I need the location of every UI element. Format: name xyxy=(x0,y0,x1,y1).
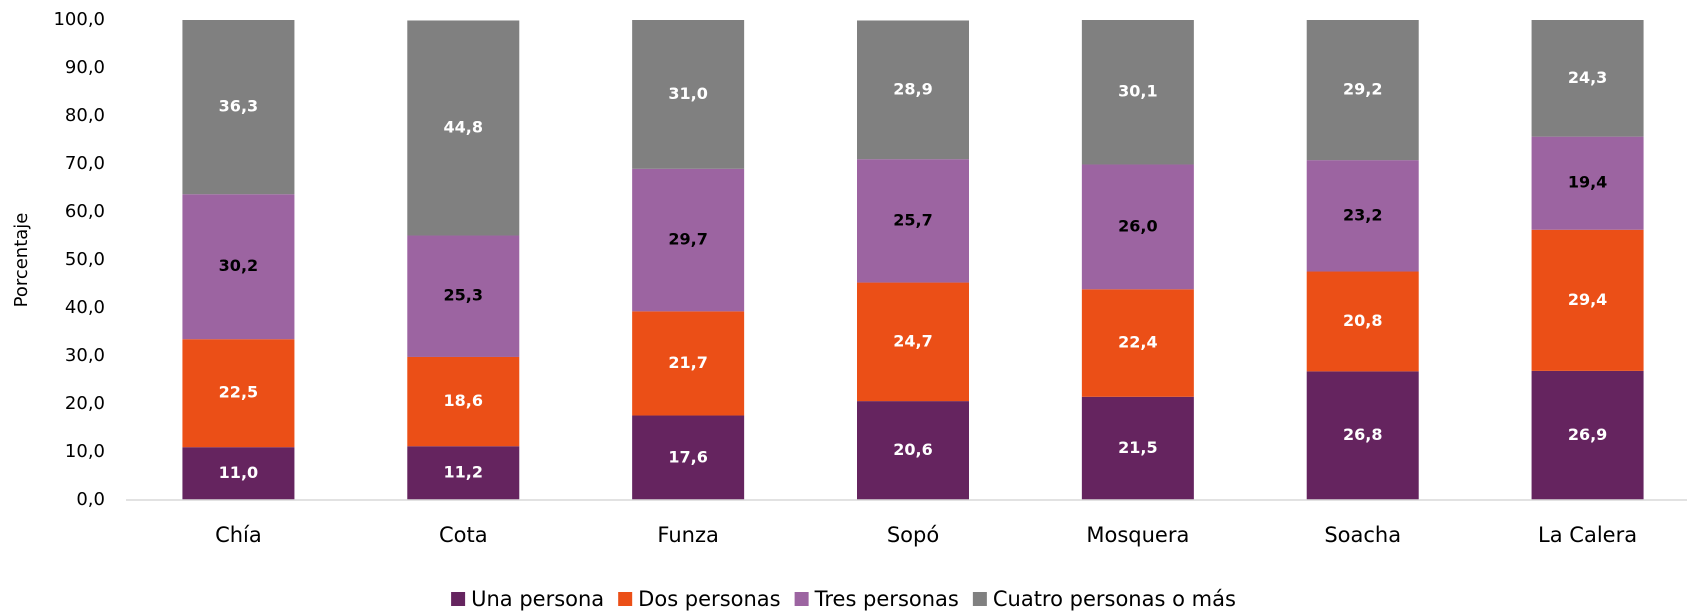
bar-segment xyxy=(182,194,295,340)
data-label: 29,4 xyxy=(1568,290,1607,309)
x-tick-label: Sopó xyxy=(887,523,939,547)
data-label: 30,1 xyxy=(1118,82,1157,101)
bar-segment xyxy=(407,20,520,236)
y-tick-label: 60,0 xyxy=(65,201,105,222)
y-tick-label: 0,0 xyxy=(76,489,105,510)
y-tick-label: 10,0 xyxy=(65,441,105,462)
data-label: 20,6 xyxy=(893,440,932,459)
data-label: 11,0 xyxy=(219,463,258,482)
x-tick-label: Chía xyxy=(215,523,262,547)
y-tick-label: 30,0 xyxy=(65,345,105,366)
data-label: 29,7 xyxy=(668,230,707,249)
bar-segment xyxy=(1081,20,1194,165)
bar-segment xyxy=(632,168,745,312)
legend: Una persona Dos personas Tres personas Cuat… xyxy=(451,587,1236,611)
y-tick-label: 90,0 xyxy=(65,57,105,78)
y-tick-label: 80,0 xyxy=(65,105,105,126)
data-label: 17,6 xyxy=(668,447,707,466)
data-label: 26,0 xyxy=(1118,216,1157,235)
bar-segment xyxy=(857,401,969,500)
bar-segment xyxy=(1081,289,1194,397)
bar-segment xyxy=(1306,271,1419,372)
bar-segment xyxy=(857,20,969,160)
bar-segment xyxy=(182,20,295,195)
bar-segment xyxy=(1081,396,1194,500)
data-label: 26,8 xyxy=(1343,425,1382,444)
bar-segment xyxy=(632,415,745,500)
legend-label: Cuatro personas o más xyxy=(993,587,1236,611)
bar-segment xyxy=(1531,370,1644,500)
data-label: 24,7 xyxy=(893,331,932,350)
bar-segment xyxy=(1531,229,1644,371)
data-label: 20,8 xyxy=(1343,311,1382,330)
data-label: 19,4 xyxy=(1568,173,1607,192)
data-label: 44,8 xyxy=(444,118,483,137)
data-label: 31,0 xyxy=(668,84,707,103)
data-label: 25,7 xyxy=(893,210,932,229)
data-label: 36,3 xyxy=(219,97,258,116)
bar-segment xyxy=(1306,371,1419,500)
x-tick-label: La Calera xyxy=(1538,523,1637,547)
bar-segment xyxy=(632,20,745,169)
legend-swatch xyxy=(451,592,466,606)
y-tick-label: 20,0 xyxy=(65,393,105,414)
data-label: 11,2 xyxy=(444,463,483,482)
data-label: 21,7 xyxy=(668,353,707,372)
x-tick-label: Cota xyxy=(439,523,488,547)
bar-segment xyxy=(1081,164,1194,290)
data-label: 28,9 xyxy=(893,79,932,98)
y-tick-label: 50,0 xyxy=(65,249,105,270)
data-label: 29,2 xyxy=(1343,80,1382,99)
bar-segment xyxy=(182,447,295,500)
bar-segment xyxy=(407,446,520,500)
legend-label: Dos personas xyxy=(638,587,780,611)
y-tick-label: 100,0 xyxy=(53,9,105,30)
legend-label: Una persona xyxy=(471,587,604,611)
data-label: 22,5 xyxy=(219,383,258,402)
legend-swatch xyxy=(972,592,987,606)
legend-swatch xyxy=(618,592,633,606)
y-tick-label: 70,0 xyxy=(65,153,105,174)
legend-swatch xyxy=(794,592,809,606)
bar-segment xyxy=(1531,20,1644,137)
x-tick-label: Soacha xyxy=(1324,523,1401,547)
bar-segment xyxy=(1306,20,1419,161)
y-axis-label: Porcentaje xyxy=(11,213,32,308)
bar-segment xyxy=(857,159,969,283)
bar-segment xyxy=(407,356,520,447)
bar-segment xyxy=(632,311,745,416)
x-tick-label: Mosquera xyxy=(1086,523,1189,547)
data-label: 26,9 xyxy=(1568,425,1607,444)
data-label: 18,6 xyxy=(444,391,483,410)
bar-segment xyxy=(1306,160,1419,272)
data-label: 24,3 xyxy=(1568,68,1607,87)
bar-segment xyxy=(857,282,969,402)
data-label: 25,3 xyxy=(444,286,483,305)
data-label: 22,4 xyxy=(1118,333,1157,352)
y-tick-label: 40,0 xyxy=(65,297,105,318)
legend-label: Tres personas xyxy=(814,587,959,611)
bar-segment xyxy=(407,235,520,357)
data-label: 23,2 xyxy=(1343,205,1382,224)
bar-segment xyxy=(182,339,295,448)
data-label: 30,2 xyxy=(219,256,258,275)
bar-segment xyxy=(1531,136,1644,230)
x-tick-label: Funza xyxy=(657,523,718,547)
data-label: 21,5 xyxy=(1118,438,1157,457)
